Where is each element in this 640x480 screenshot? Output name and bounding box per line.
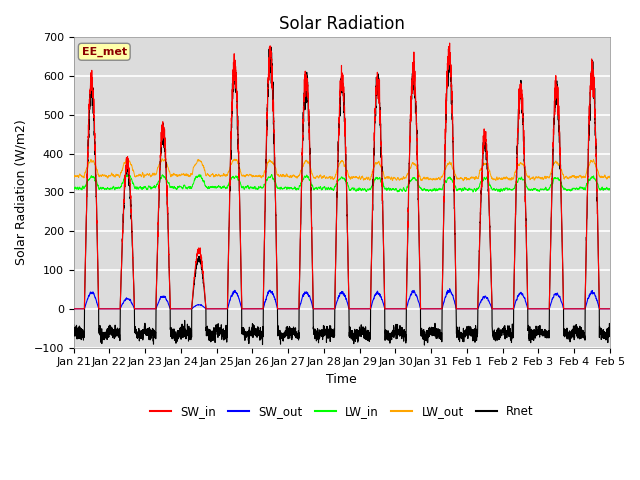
- LW_out: [460, 178, 467, 184]
- Rnet: [462, 329, 470, 335]
- Rnet: [268, 45, 275, 50]
- LW_out: [166, 172, 174, 178]
- LW_out: [322, 176, 330, 181]
- Line: LW_in: LW_in: [74, 175, 610, 192]
- LW_out: [605, 173, 613, 179]
- SW_out: [166, 305, 174, 311]
- Y-axis label: Solar Radiation (W/m2): Solar Radiation (W/m2): [15, 120, 28, 265]
- SW_in: [446, 40, 454, 46]
- Line: SW_out: SW_out: [74, 289, 610, 309]
- LW_out: [493, 175, 500, 181]
- LW_in: [166, 184, 174, 190]
- LW_out: [462, 175, 470, 180]
- LW_in: [322, 187, 330, 192]
- Text: EE_met: EE_met: [82, 47, 127, 57]
- Rnet: [433, 330, 440, 336]
- Legend: SW_in, SW_out, LW_in, LW_out, Rnet: SW_in, SW_out, LW_in, LW_out, Rnet: [145, 400, 539, 422]
- SW_in: [462, 306, 470, 312]
- LW_in: [195, 172, 203, 178]
- Rnet: [605, 321, 613, 326]
- SW_out: [462, 306, 470, 312]
- LW_out: [433, 175, 440, 181]
- Rnet: [493, 336, 500, 342]
- X-axis label: Time: Time: [326, 373, 357, 386]
- SW_in: [70, 306, 77, 312]
- SW_out: [322, 306, 330, 312]
- LW_in: [70, 185, 77, 191]
- Title: Solar Radiation: Solar Radiation: [279, 15, 404, 33]
- LW_in: [469, 189, 477, 195]
- Line: SW_in: SW_in: [74, 43, 610, 309]
- LW_out: [606, 175, 614, 181]
- SW_out: [446, 286, 454, 292]
- SW_in: [432, 306, 440, 312]
- SW_out: [70, 306, 77, 312]
- Rnet: [70, 322, 77, 328]
- LW_in: [605, 186, 613, 192]
- SW_in: [166, 298, 174, 304]
- SW_out: [433, 306, 440, 312]
- LW_in: [433, 187, 440, 192]
- Rnet: [420, 342, 428, 348]
- SW_in: [605, 306, 613, 312]
- LW_in: [493, 187, 500, 192]
- SW_out: [493, 306, 500, 312]
- Line: LW_out: LW_out: [74, 159, 610, 181]
- LW_in: [606, 187, 614, 193]
- SW_in: [493, 306, 500, 312]
- LW_out: [70, 174, 77, 180]
- Rnet: [166, 298, 174, 303]
- SW_out: [606, 306, 614, 312]
- SW_in: [606, 306, 614, 312]
- Line: Rnet: Rnet: [74, 48, 610, 345]
- SW_out: [95, 306, 103, 312]
- Rnet: [322, 329, 330, 335]
- LW_out: [158, 156, 166, 162]
- SW_out: [605, 306, 613, 312]
- Rnet: [606, 326, 614, 332]
- SW_in: [322, 306, 330, 312]
- LW_in: [462, 186, 470, 192]
